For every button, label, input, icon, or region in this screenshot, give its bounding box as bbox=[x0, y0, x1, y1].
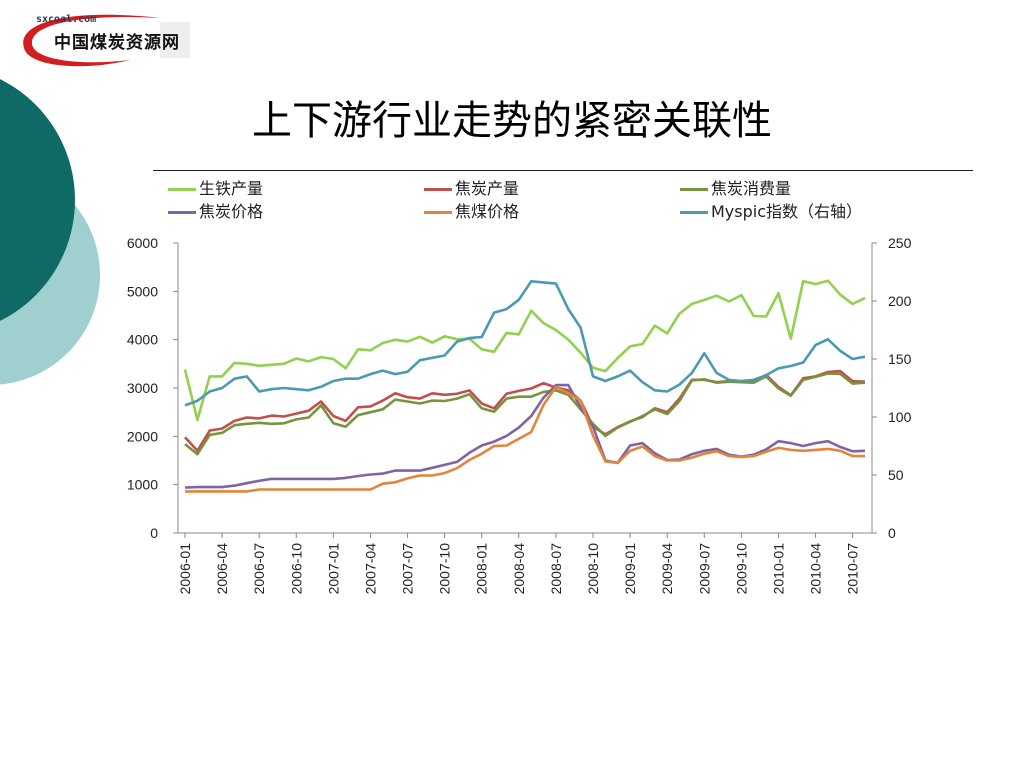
x-tick-label: 2007-01 bbox=[325, 543, 341, 595]
series-line-1 bbox=[184, 369, 866, 453]
right-tick-label: 250 bbox=[888, 235, 912, 251]
legend-label-3: 焦炭价格 bbox=[199, 202, 264, 221]
legend-swatch-1 bbox=[424, 188, 452, 191]
legend-item-3: 焦炭价格 bbox=[168, 198, 263, 222]
page-title: 上下游行业走势的紧密关联性 bbox=[252, 98, 772, 144]
logo-name: 中国煤炭资源网 bbox=[54, 33, 180, 53]
x-tick-label: 2008-07 bbox=[548, 543, 564, 595]
x-tick-label: 2008-04 bbox=[511, 543, 527, 595]
x-tick-label: 2006-10 bbox=[288, 543, 304, 595]
legend-item-0: 生铁产量 bbox=[168, 175, 263, 199]
x-tick-label: 2008-01 bbox=[474, 543, 490, 595]
x-tick-label: 2006-01 bbox=[177, 543, 193, 595]
legend-swatch-5 bbox=[680, 211, 708, 214]
legend-label-5: Myspic指数（右轴） bbox=[711, 202, 863, 221]
legend-swatch-4 bbox=[424, 211, 452, 214]
x-tick-label: 2007-07 bbox=[400, 543, 416, 595]
x-tick-label: 2010-01 bbox=[770, 543, 786, 595]
x-tick-label: 2006-04 bbox=[214, 543, 230, 595]
x-tick-label: 2008-10 bbox=[585, 543, 601, 595]
right-tick-label: 100 bbox=[888, 409, 912, 425]
legend-item-4: 焦煤价格 bbox=[424, 198, 519, 222]
x-tick-label: 2006-07 bbox=[251, 543, 267, 595]
left-tick-label: 0 bbox=[150, 525, 158, 541]
series-line-0 bbox=[183, 279, 866, 422]
legend-label-0: 生铁产量 bbox=[199, 179, 264, 198]
sxcoal-logo: sxcoal.com 中国煤炭资源网 bbox=[10, 8, 190, 70]
right-tick-label: 50 bbox=[888, 467, 904, 483]
left-tick-label: 1000 bbox=[127, 477, 158, 493]
left-tick-label: 6000 bbox=[127, 235, 158, 251]
x-tick-label: 2009-07 bbox=[696, 543, 712, 595]
logo-url: sxcoal.com bbox=[36, 14, 97, 25]
x-tick-label: 2007-04 bbox=[362, 543, 378, 595]
legend-label-2: 焦炭消费量 bbox=[711, 179, 792, 198]
x-tick-label: 2007-10 bbox=[437, 543, 453, 595]
legend-item-1: 焦炭产量 bbox=[424, 175, 519, 199]
left-tick-label: 4000 bbox=[127, 332, 158, 348]
dark-teal-circle bbox=[0, 79, 75, 321]
left-tick-label: 5000 bbox=[127, 283, 158, 299]
left-tick-label: 3000 bbox=[127, 380, 158, 396]
right-tick-label: 200 bbox=[888, 293, 912, 309]
series-line-5 bbox=[184, 279, 866, 407]
decorative-side-shapes bbox=[0, 0, 120, 420]
right-tick-label: 0 bbox=[888, 525, 896, 541]
x-tick-label: 2009-01 bbox=[622, 543, 638, 595]
right-tick-label: 150 bbox=[888, 351, 912, 367]
logo-swoosh-icon bbox=[23, 14, 190, 67]
series-line-2 bbox=[184, 372, 866, 456]
legend-label-1: 焦炭产量 bbox=[455, 179, 520, 198]
x-tick-label: 2010-07 bbox=[845, 543, 861, 595]
x-tick-label: 2010-04 bbox=[808, 543, 824, 595]
legend-label-4: 焦煤价格 bbox=[455, 202, 520, 221]
legend-item-2: 焦炭消费量 bbox=[680, 175, 791, 199]
decorative-circles bbox=[0, 79, 100, 385]
series-line-4 bbox=[185, 385, 865, 493]
legend-swatch-0 bbox=[168, 188, 196, 191]
left-tick-label: 2000 bbox=[127, 428, 158, 444]
x-tick-label: 2009-04 bbox=[659, 543, 675, 595]
legend-swatch-2 bbox=[680, 188, 708, 191]
legend-swatch-3 bbox=[168, 211, 196, 214]
x-tick-label: 2009-10 bbox=[733, 543, 749, 595]
title-divider bbox=[153, 170, 973, 171]
legend-item-5: Myspic指数（右轴） bbox=[680, 198, 862, 222]
